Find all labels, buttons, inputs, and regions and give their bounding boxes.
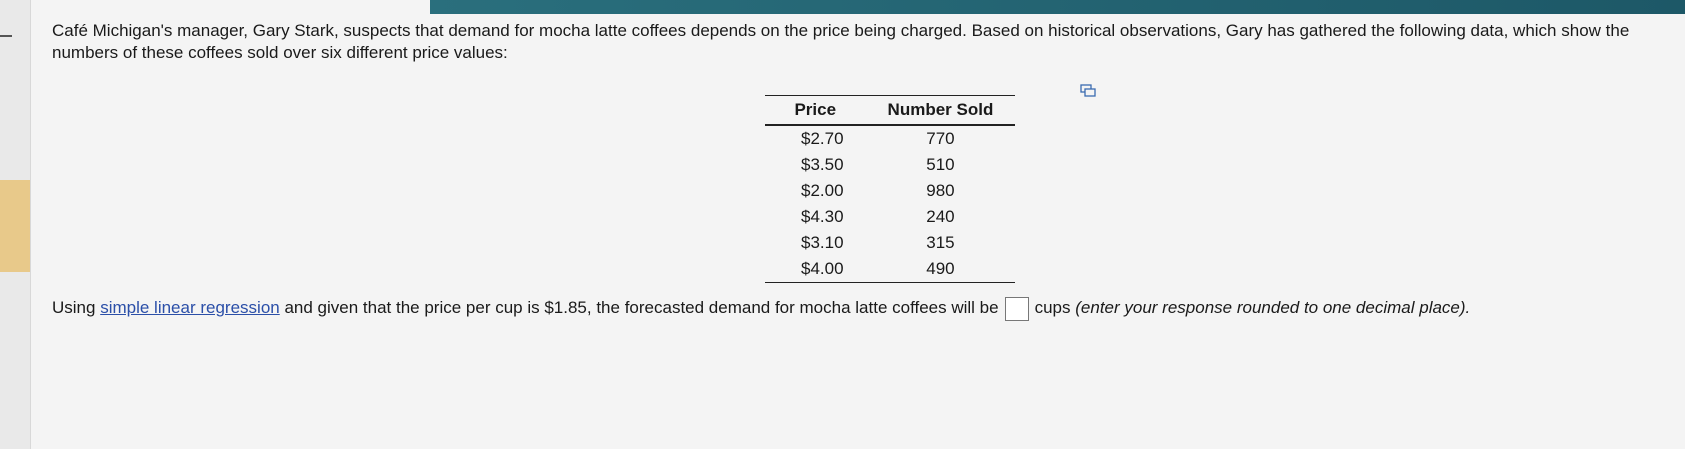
header-row: Price Number Sold	[765, 95, 1016, 126]
question-text: and given that the price per cup is $1.8…	[284, 298, 999, 317]
table-cell: 980	[926, 181, 955, 200]
table-row: $2.00 980	[765, 178, 1015, 204]
table-row: $4.00 490	[765, 256, 1016, 283]
table-cell: $4.00	[765, 256, 866, 283]
question-text: Using	[52, 298, 96, 317]
header-cell: Number Sold	[865, 95, 1016, 126]
table-cell: 490	[865, 256, 1016, 283]
header-cell: Price	[765, 95, 866, 126]
table-cell: 770	[926, 129, 955, 148]
table-cell: $2.00	[801, 181, 844, 200]
table-row: $4.30 240	[765, 204, 1015, 230]
intro-text: Café Michigan's manager, Gary Stark, sus…	[52, 21, 1630, 62]
question: Using simple linear regression and given…	[52, 296, 1470, 321]
table-cell: $4.30	[801, 207, 844, 226]
answer-input[interactable]	[1004, 296, 1029, 321]
table-cell: $3.50	[801, 155, 844, 174]
table-cell: 315	[926, 233, 955, 252]
table-row: $3.50 510	[765, 152, 1015, 178]
instruction-note: (enter your response rounded to one deci…	[1075, 298, 1471, 317]
table-cell: $3.10	[801, 233, 844, 252]
table-cell: 510	[926, 155, 955, 174]
top-bar	[430, 0, 1685, 14]
link[interactable]: simple linear regression	[100, 298, 280, 317]
highlight-tab	[0, 180, 30, 272]
left-mark	[0, 35, 12, 37]
table-row: $2.70 770	[765, 125, 1015, 152]
question-text: cups	[1034, 298, 1071, 317]
table-cell: 240	[926, 207, 955, 226]
copy-icon[interactable]	[1080, 84, 1096, 98]
table-row: $3.10 315	[765, 230, 1015, 256]
data-table: Price Number Sold $2.70 770 $3.50 510 $2.00 9…	[765, 95, 1016, 283]
table-cell: $2.70	[801, 129, 844, 148]
table-body: $2.70 770 $3.50 510 $2.00 980 $4.30 240 $3.10 315…	[765, 125, 1016, 283]
